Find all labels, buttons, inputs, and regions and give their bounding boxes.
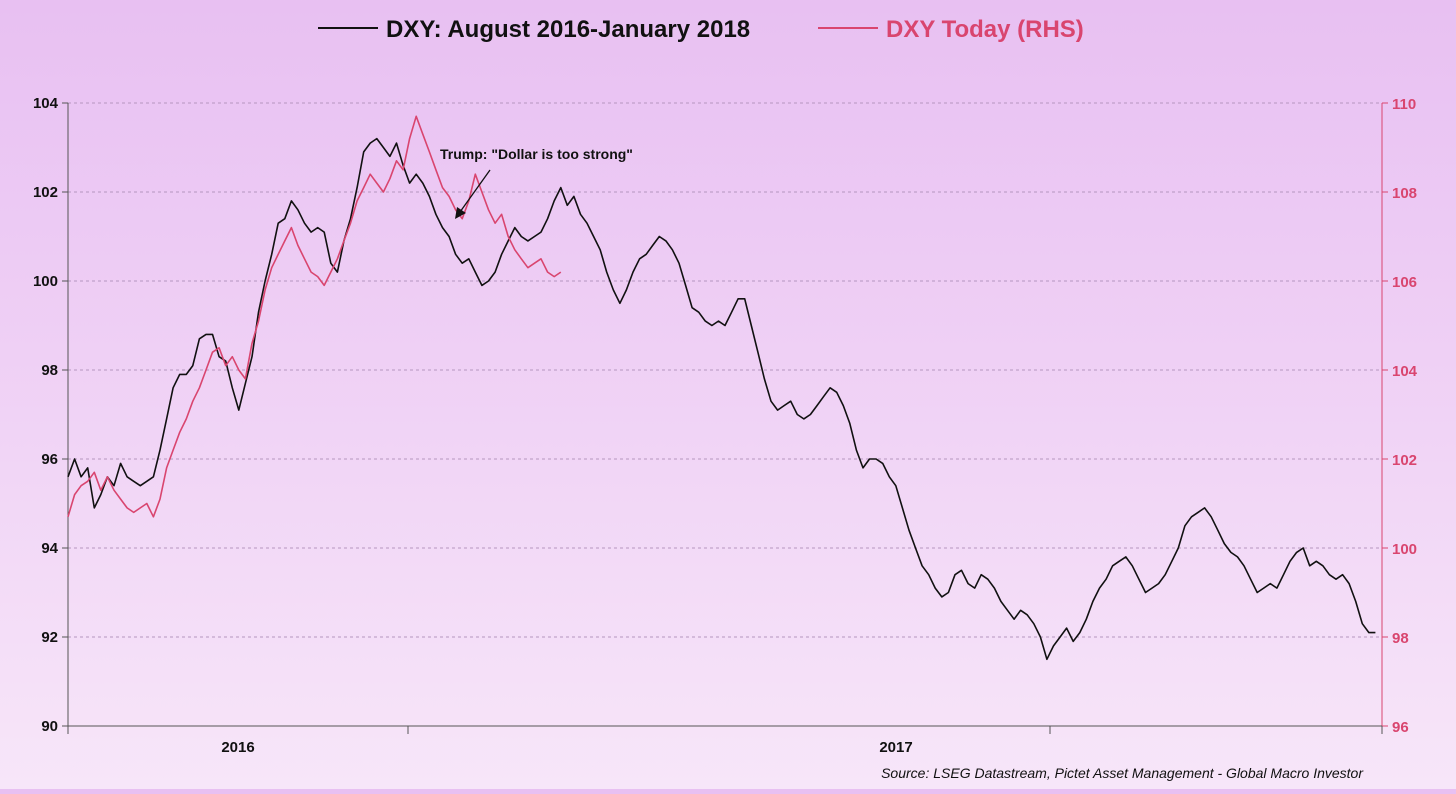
grid-lines [68,102,1382,638]
annotation-text: Trump: "Dollar is too strong" [440,146,633,162]
series-line-1 [67,137,1376,661]
right-axis-ticks: 96 98 100 102 104 106 108 110 [1382,96,1418,736]
right-tick-label-100: 100 [1392,541,1417,558]
left-tick-label-90: 90 [41,718,58,735]
right-tick-label-108: 108 [1392,185,1417,202]
left-tick-label-92: 92 [41,629,58,646]
legend: DXY: August 2016-January 2018 DXY Today … [318,16,1084,43]
left-tick-label-94: 94 [41,540,58,557]
right-tick-label-106: 106 [1392,274,1417,291]
annotation-arrow-shaft [459,169,491,213]
left-axis-ticks: 90 92 94 96 98 100 102 104 [33,95,68,735]
source-note: Source: LSEG Datastream, Pictet Asset Ma… [881,765,1364,781]
legend-label-series-2: DXY Today (RHS) [886,16,1084,43]
annotation: Trump: "Dollar is too strong" [440,146,633,219]
left-tick-label-102: 102 [33,184,58,201]
axes [67,103,1383,727]
left-tick-label-98: 98 [41,362,58,379]
series-line-2 [67,115,562,518]
x-axis-ticks: 2016 2017 [67,726,1383,756]
x-tick-label-2017: 2017 [879,739,912,756]
right-tick-label-110: 110 [1392,96,1416,113]
left-tick-label-96: 96 [41,451,58,468]
left-tick-label-100: 100 [33,273,58,290]
right-tick-label-96: 96 [1392,719,1409,736]
series-lines [67,115,1376,661]
right-tick-label-102: 102 [1392,452,1417,469]
left-tick-label-104: 104 [33,95,59,112]
right-tick-label-98: 98 [1392,630,1409,647]
x-tick-label-2016: 2016 [221,739,254,756]
right-tick-label-104: 104 [1392,363,1418,380]
annotation-arrow-head [455,207,466,219]
legend-label-series-1: DXY: August 2016-January 2018 [386,16,750,43]
